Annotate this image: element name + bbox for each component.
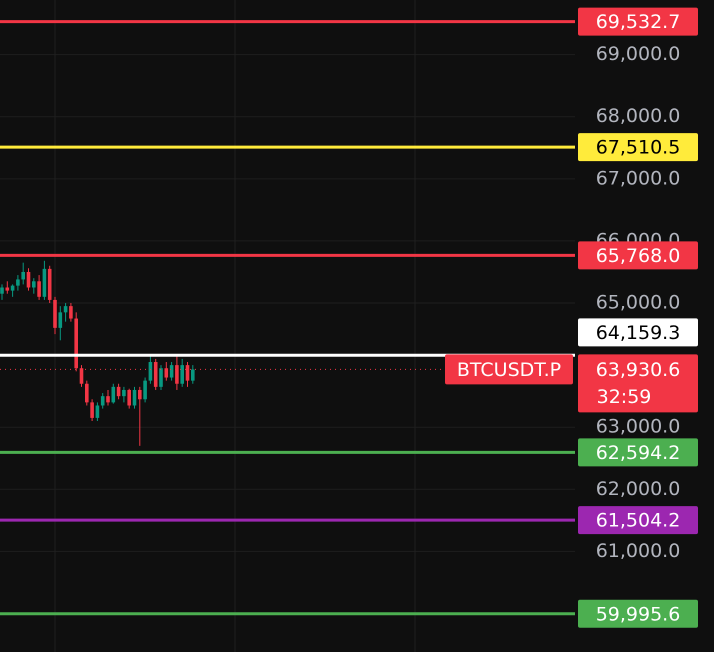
candle-body [111,386,116,403]
y-tick-label: 68,000.0 [596,105,681,127]
candle-body [74,318,78,369]
candle-body [26,271,31,288]
price-label: 62,594.2 [596,442,681,464]
y-tick-label: 62,000.0 [596,478,681,500]
candle-body [191,369,195,381]
last-price-label: 63,930.6 [596,359,681,381]
price-label: 64,159.3 [596,322,681,344]
price-label-box [578,318,698,347]
price-label: 59,995.6 [596,603,681,625]
candle-body [116,386,121,397]
candle-body [185,365,190,381]
candle-body [143,380,147,400]
candle-body [85,383,89,403]
y-tick-label: 63,000.0 [596,416,681,438]
candle-body [127,389,131,406]
y-tick-label: 69,000.0 [596,43,681,65]
candle-body [53,299,57,328]
candle-body [0,287,4,294]
price-label-box [578,506,698,535]
candle-body [37,281,41,297]
price-label-box [578,7,698,36]
price-label: 69,532.7 [596,11,681,33]
candle-body [164,368,169,378]
y-tick-label: 67,000.0 [596,167,681,189]
candle-body [79,368,84,384]
last-price-box [578,354,698,413]
candle-body [132,389,137,406]
candle-body [58,312,63,328]
countdown-label: 32:59 [597,386,652,408]
candle-body [138,389,142,400]
price-label-box [578,438,698,467]
price-label: 61,504.2 [596,510,681,532]
price-label: 67,510.5 [596,137,681,159]
candle-body [169,365,174,378]
candle-body [16,279,20,286]
candle-body [32,281,36,288]
candle-body [100,396,105,406]
candle-body [122,389,126,397]
symbol-box [445,354,573,385]
candle-body [42,268,47,297]
y-tick-label: 61,000.0 [596,540,681,562]
candle-body [95,405,100,418]
candle-body [21,271,25,280]
candle-body [106,396,110,403]
candle-body [153,362,158,387]
candle-body [148,362,153,381]
candle-body [90,402,94,418]
price-axis: 61,000.062,000.063,000.065,000.066,000.0… [596,43,681,562]
candle-body [47,268,52,300]
candle-body [175,365,179,384]
symbol-label: BTCUSDT.P [457,359,561,381]
price-label-box [578,599,698,628]
candle-body [69,306,73,319]
candle-body [5,287,10,291]
price-label-box [578,241,698,270]
price-label-box [578,133,698,162]
y-tick-label: 65,000.0 [596,292,681,314]
candle-body [159,368,163,387]
candle-body [63,306,68,313]
candle-body [180,365,184,384]
price-label: 65,768.0 [596,245,681,267]
candle-body [10,285,15,291]
